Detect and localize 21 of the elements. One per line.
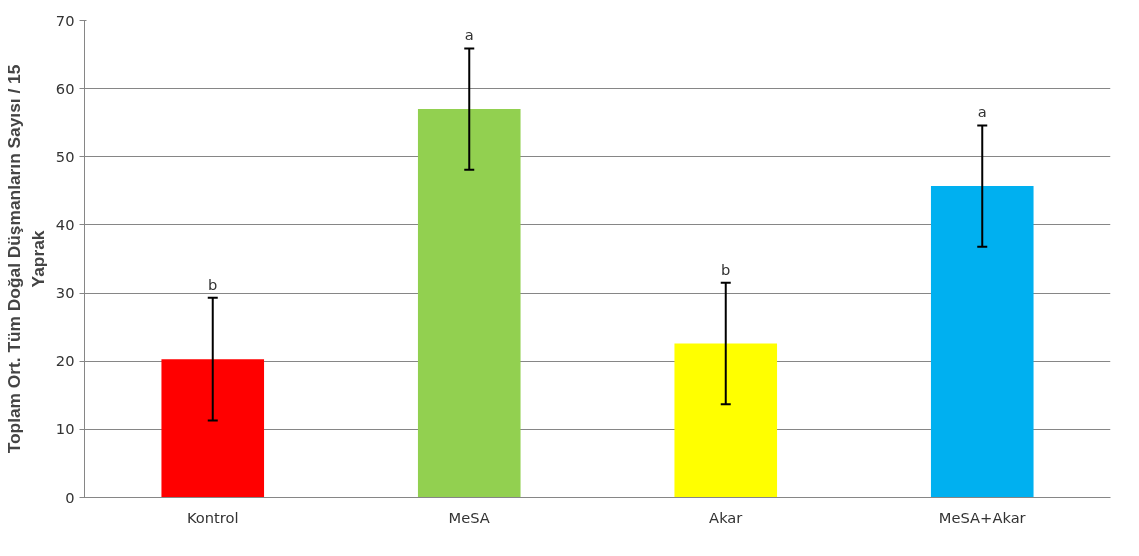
bar [674,343,778,498]
y-tick-label: 70 [55,11,75,29]
y-tick-label: 10 [55,420,75,438]
bar [161,359,265,498]
x-tick-label: MeSA+Akar [938,508,1027,526]
y-axis-title: Toplam Ort. Tüm Doğal Düşmanların Sayısı / 15 Yaprak [3,64,48,454]
x-tick-label: Akar [709,508,744,526]
y-tick-label: 0 [65,488,75,506]
bar [417,109,521,498]
y-tick-label: 30 [55,284,75,302]
x-tick-label: MeSA [448,508,490,526]
y-tick-label: 20 [55,352,75,370]
annotation: a [977,103,987,121]
y-tick-label: 40 [55,215,75,233]
annotation: b [208,275,218,293]
annotation: a [464,26,474,44]
bar [930,186,1034,498]
x-tick-label: Kontrol [186,508,239,526]
y-tick-label: 60 [55,79,75,97]
y-tick-label: 50 [55,147,75,165]
annotation: b [721,260,731,278]
